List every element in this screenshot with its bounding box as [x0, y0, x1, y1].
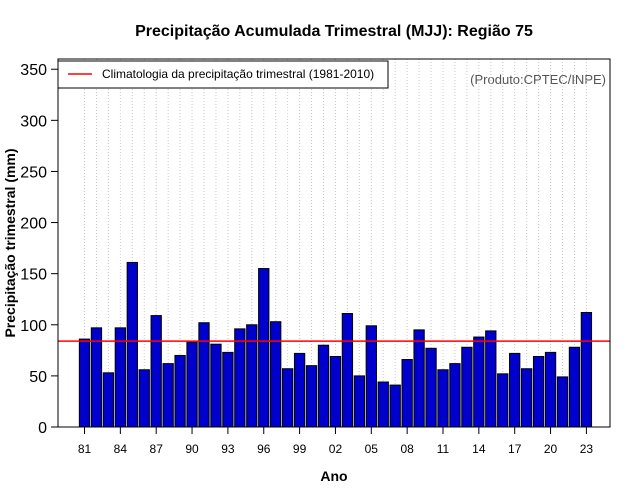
chart-title: Precipitação Acumulada Trimestral (MJJ):… — [135, 23, 533, 40]
bar-1984 — [114, 327, 126, 428]
bar-1995 — [246, 324, 258, 428]
y-tick-label: 50 — [29, 369, 47, 386]
x-tick-label: 87 — [150, 442, 164, 456]
y-axis-label: Precipitação trimestral (mm) — [2, 148, 18, 337]
bar-2021 — [556, 376, 569, 428]
x-tick-label: 23 — [580, 442, 594, 456]
bar-1988 — [162, 363, 174, 428]
plot-frame — [57, 58, 611, 428]
bar-2015 — [485, 330, 497, 428]
bar-2016 — [497, 373, 509, 428]
bar-2019 — [532, 355, 545, 428]
bar-2004 — [353, 375, 366, 428]
x-tick-label: 14 — [472, 442, 486, 456]
bar-2017 — [509, 352, 521, 428]
bar-2018 — [521, 368, 533, 428]
x-tick-label: 20 — [544, 442, 558, 456]
bar-1989 — [174, 354, 186, 428]
bar-2003 — [341, 313, 354, 428]
y-tick-label: 100 — [20, 318, 47, 335]
y-axis: 0 50 100 150 200 250 300 350 — [20, 62, 58, 437]
bar-2006 — [377, 381, 389, 428]
bar-2000 — [305, 365, 318, 428]
bar-1986 — [138, 369, 150, 428]
y-tick-label: 0 — [38, 420, 47, 437]
bar-1982 — [90, 327, 103, 428]
x-tick-label: 05 — [365, 442, 379, 456]
bar-1994 — [234, 328, 246, 428]
bar-2014 — [473, 336, 485, 428]
x-tick-label: 11 — [437, 442, 450, 456]
legend-label: Climatologia da precipitação trimestral … — [102, 67, 374, 81]
bar-1981 — [78, 338, 91, 428]
legend-box — [57, 60, 389, 89]
y-tick-label: 300 — [20, 113, 47, 130]
x-axis: 81 84 87 90 93 96 99 02 05 08 11 14 17 20 23 — [78, 427, 594, 456]
x-tick-label: 08 — [400, 442, 414, 456]
bar-1991 — [198, 322, 210, 428]
bar-2001 — [317, 344, 330, 428]
bar-2023 — [580, 312, 593, 428]
y-tick-label: 350 — [20, 62, 47, 79]
x-tick-label: 81 — [78, 442, 92, 456]
x-tick-label: 90 — [185, 442, 199, 456]
x-tick-label: 99 — [293, 442, 307, 456]
x-tick-label: 96 — [257, 442, 271, 456]
y-tick-label: 200 — [20, 216, 47, 233]
bars — [78, 261, 593, 428]
bar-1997 — [270, 321, 282, 428]
bar-2020 — [544, 351, 557, 428]
bar-1983 — [102, 372, 115, 428]
x-tick-label: 17 — [508, 442, 522, 456]
x-tick-label: 93 — [221, 442, 235, 456]
bar-2011 — [437, 369, 449, 428]
bar-1985 — [126, 261, 138, 428]
bar-2010 — [425, 347, 437, 428]
bar-2007 — [389, 384, 401, 428]
bar-1999 — [293, 352, 306, 428]
bar-1990 — [186, 341, 198, 428]
bar-2009 — [413, 329, 425, 428]
credit-label: (Produto:CPTEC/INPE) — [470, 72, 606, 87]
x-tick-label: 84 — [114, 442, 128, 456]
bar-2008 — [401, 359, 413, 428]
legend: Climatologia da precipitação trimestral … — [57, 60, 389, 89]
bar-2013 — [461, 346, 473, 428]
bar-1998 — [282, 368, 294, 428]
bar-1993 — [222, 351, 234, 428]
x-axis-label: Ano — [320, 468, 347, 484]
bar-2002 — [329, 355, 342, 428]
bar-1992 — [210, 343, 222, 428]
bar-1996 — [258, 268, 270, 428]
y-tick-label: 250 — [20, 164, 47, 181]
bar-1987 — [150, 315, 162, 428]
bar-2012 — [449, 363, 461, 428]
x-tick-label: 02 — [329, 442, 343, 456]
y-tick-label: 150 — [20, 267, 47, 284]
bar-2022 — [568, 346, 581, 428]
